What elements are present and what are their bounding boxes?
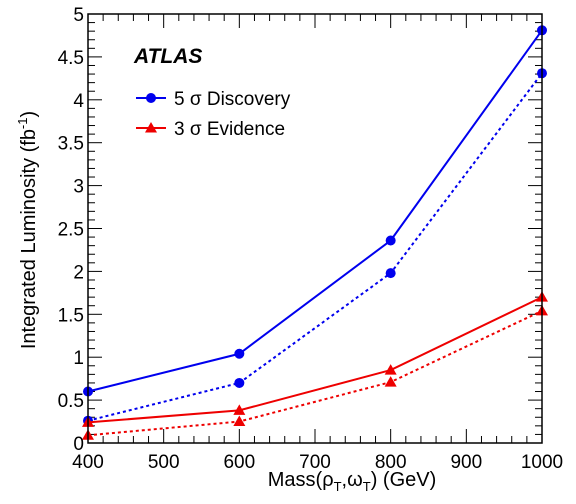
series-line [87,29,543,393]
data-point [234,377,245,388]
x-tick-label: 800 [375,452,407,473]
x-tick-label: 600 [223,452,255,473]
y-tick-label: 0 [73,434,84,455]
legend-marker [145,122,157,133]
y-tick-label: 3.5 [58,134,84,155]
legend-entry: 5 σ Discovery [136,89,291,110]
legend-label: 5 σ Discovery [174,89,291,110]
legend-marker [146,93,156,103]
plot-series [82,25,548,440]
tick-marks [87,13,543,444]
x-axis-title: Mass(ρT,ωT) (GeV) [268,469,437,494]
x-tick-label: 500 [148,452,180,473]
series-1 [83,68,547,426]
data-point [384,376,397,387]
y-tick-label: 1.5 [58,305,84,326]
x-tick-label: 900 [450,452,482,473]
y-tick-label: 2 [73,262,84,283]
y-tick-label: 5 [73,5,84,26]
data-point [384,364,397,375]
y-tick-label: 3 [73,177,84,198]
series-line [87,296,543,424]
y-tick-label: 4.5 [58,48,84,69]
data-point [234,348,245,359]
legend: 5 σ Discovery 3 σ Evidence [136,89,291,140]
atlas-label: ATLAS [133,45,202,68]
y-tick-label: 4 [73,91,84,112]
y-axis-title: Integrated Luminosity (fb-1) [15,111,40,349]
data-point [385,268,396,279]
plot-frame [87,13,543,444]
series-3 [82,304,548,440]
y-tick-label: 1 [73,348,84,369]
x-tick-label: 700 [299,452,331,473]
legend-entry: 3 σ Evidence [136,119,285,140]
data-point [385,235,396,246]
tick-labels: 400 500 600 700 800 900 1000 0 0.5 1 1.5 2 2.5 3 3.5 4 4… [58,5,564,473]
data-point [233,404,246,415]
series-line [87,309,543,437]
data-point [233,415,246,427]
x-tick-label: 1000 [521,452,563,473]
legend-label: 3 σ Evidence [174,119,285,140]
y-tick-label: 2.5 [58,220,84,241]
series-2 [82,291,548,427]
series-line [87,72,543,422]
y-tick-label: 0.5 [58,391,84,412]
x-tick-label: 400 [72,452,104,473]
